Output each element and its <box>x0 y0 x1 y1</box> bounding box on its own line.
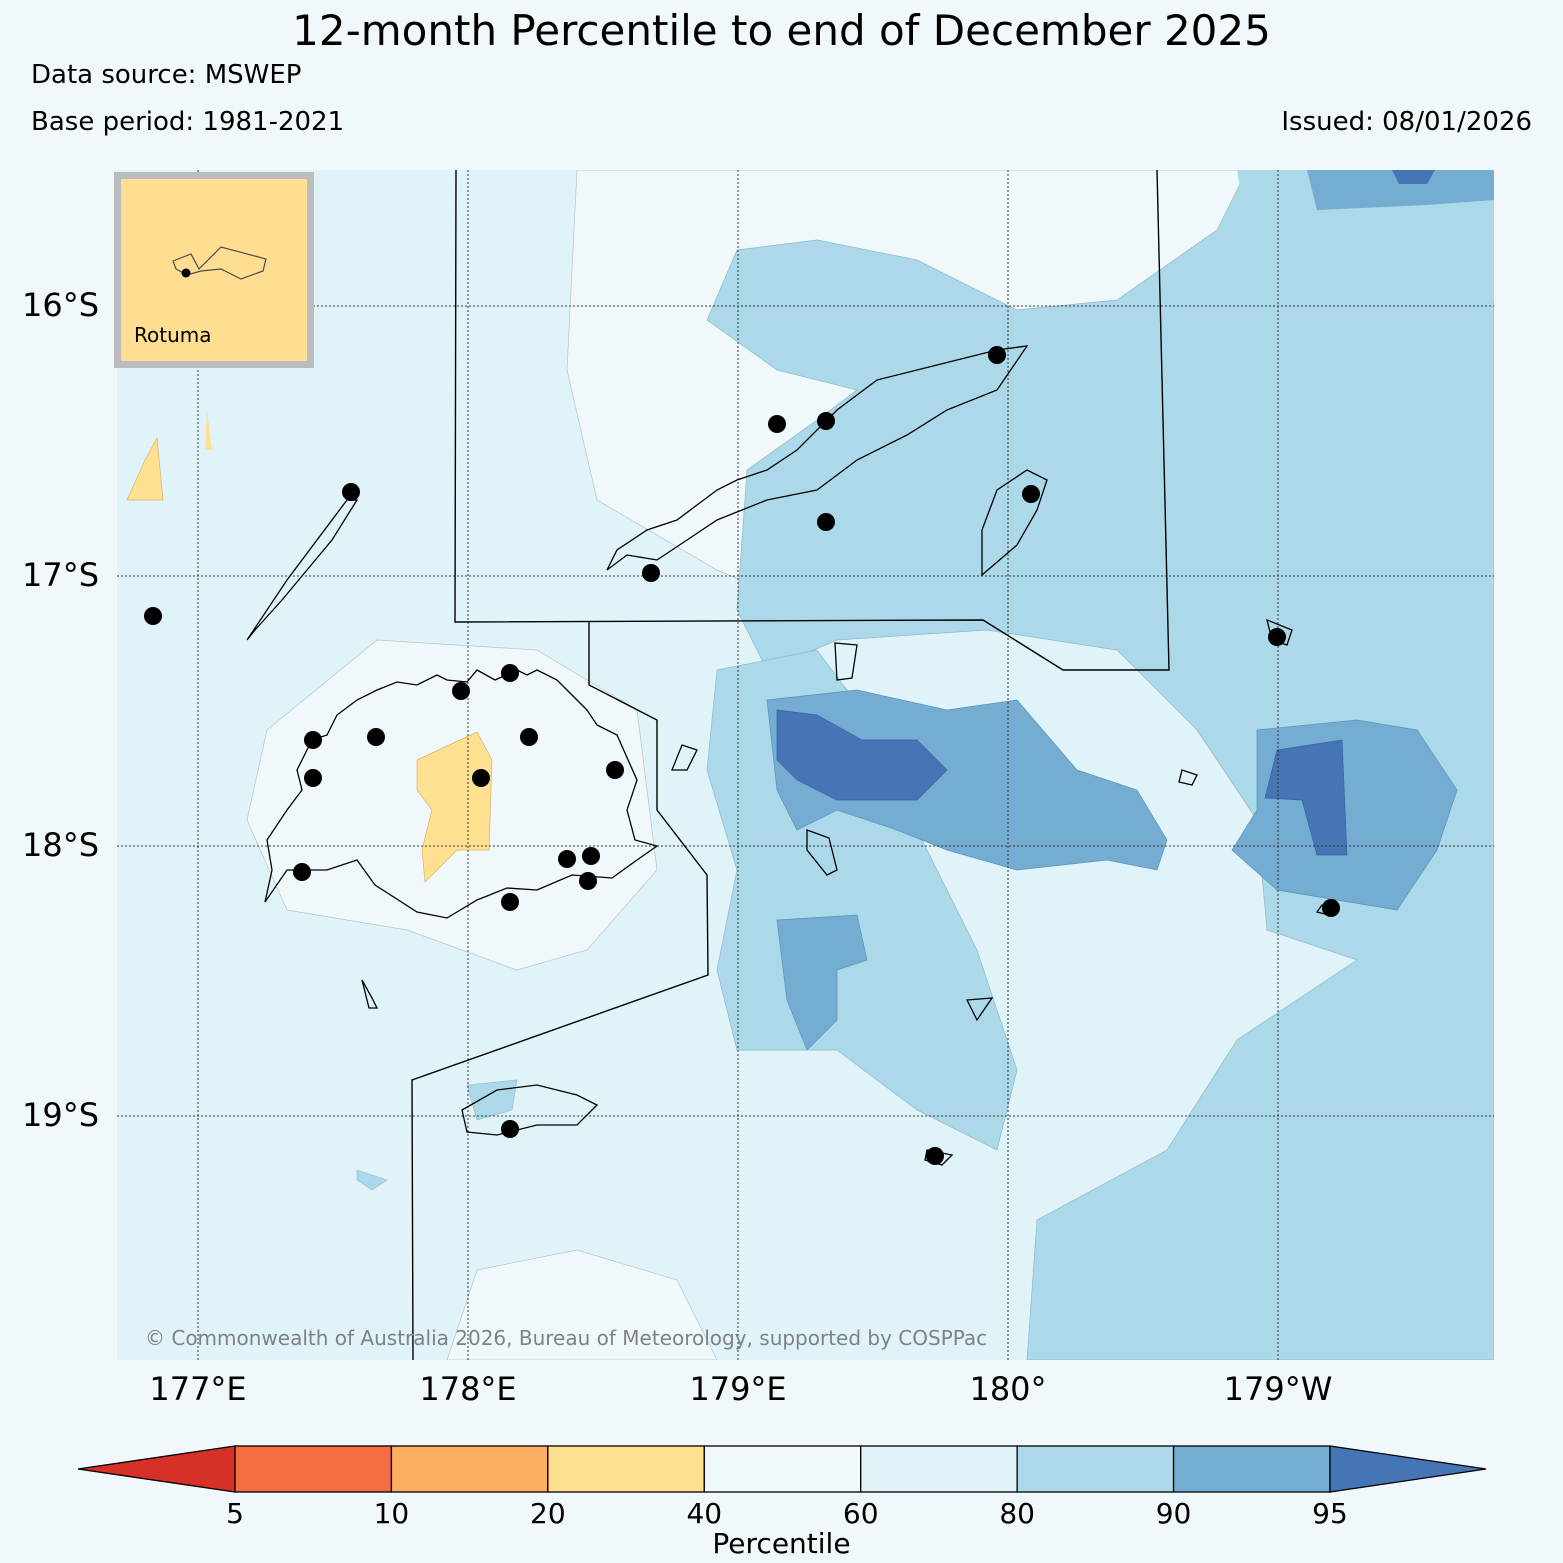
rotuma-station <box>181 268 191 278</box>
lon-label-179w: 179°W <box>1223 1370 1333 1408</box>
graticule <box>117 170 1494 1360</box>
lat-label-18s: 18°S <box>22 826 100 864</box>
gau-island <box>806 829 838 876</box>
band-40-60-south <box>446 1249 718 1360</box>
lat-label-19s: 19°S <box>22 1096 100 1134</box>
colorbar-segment <box>1172 1445 1331 1493</box>
rotuma-island-outline <box>172 246 267 280</box>
yasawa-islands <box>246 499 359 641</box>
colorbar-segment <box>234 1445 393 1493</box>
band-80-90-small <box>356 1079 518 1191</box>
base-period-text: Base period: 1981-2021 <box>31 107 345 137</box>
percentile-map <box>117 170 1494 1360</box>
data-source-text: Data source: MSWEP <box>31 60 302 90</box>
colorbar-tick-label: 60 <box>842 1497 879 1530</box>
copyright-text: © Commonwealth of Australia 2026, Bureau… <box>145 1326 988 1350</box>
lon-label-179e: 179°E <box>689 1370 787 1408</box>
vatulele-island <box>361 979 379 1009</box>
band-80-90-ne <box>1237 170 1494 310</box>
station-markers <box>144 346 1340 1165</box>
colorbar-tick-label: 5 <box>226 1497 244 1530</box>
colorbar-tick-label: 90 <box>1155 1497 1192 1530</box>
colorbar-segment <box>703 1445 862 1493</box>
band-90-95-ne <box>1307 170 1494 210</box>
colorbar-segment <box>547 1445 705 1493</box>
map-panel <box>117 170 1494 1360</box>
ovalau-island <box>671 744 698 771</box>
band-90-95-central <box>766 689 1168 871</box>
band-90-95-south <box>776 914 868 1051</box>
band-60-80-west <box>117 870 197 990</box>
colorbar-segment <box>1016 1445 1175 1493</box>
band-95-east <box>1264 739 1348 856</box>
colorbar-tick-label: 95 <box>1312 1497 1348 1530</box>
lat-label-17s: 17°S <box>22 556 100 594</box>
colorbar-tick-label: 80 <box>999 1497 1035 1530</box>
rotuma-inset: Rotuma <box>114 172 314 368</box>
colorbar-segment <box>390 1445 549 1493</box>
colorbar-extend-low <box>77 1445 236 1493</box>
colorbar-segment <box>860 1445 1018 1493</box>
colorbar-title: Percentile <box>712 1527 851 1560</box>
lon-label-180: 180° <box>969 1370 1047 1408</box>
map-title: 12-month Percentile to end of December 2… <box>292 6 1271 55</box>
colorbar-extend-high <box>1329 1445 1487 1493</box>
lakeba-island <box>1178 769 1198 786</box>
matuku-island <box>924 1149 954 1166</box>
totoya-island <box>965 997 994 1022</box>
koro-island <box>834 642 858 681</box>
colorbar-tick-label: 20 <box>530 1497 566 1530</box>
band-95-ne <box>1392 170 1435 184</box>
band-20-40-west-small <box>205 410 212 450</box>
band-95-central <box>776 709 948 801</box>
inset-label: Rotuma <box>134 323 212 347</box>
lat-label-16s: 16°S <box>22 286 100 324</box>
colorbar-tick-label: 10 <box>373 1497 410 1530</box>
lon-label-177e: 177°E <box>149 1370 247 1408</box>
kadavu-island <box>461 1084 599 1136</box>
issued-date-text: Issued: 08/01/2026 <box>1281 107 1532 137</box>
lon-label-178e: 178°E <box>419 1370 517 1408</box>
taveuni-island <box>981 469 1048 577</box>
band-20-40-west <box>126 436 164 501</box>
division-boundaries <box>411 170 1170 1360</box>
colorbar-tick-label: 40 <box>686 1497 723 1530</box>
band-20-40-viti-levu <box>416 731 493 883</box>
viti-levu-island <box>264 669 659 919</box>
